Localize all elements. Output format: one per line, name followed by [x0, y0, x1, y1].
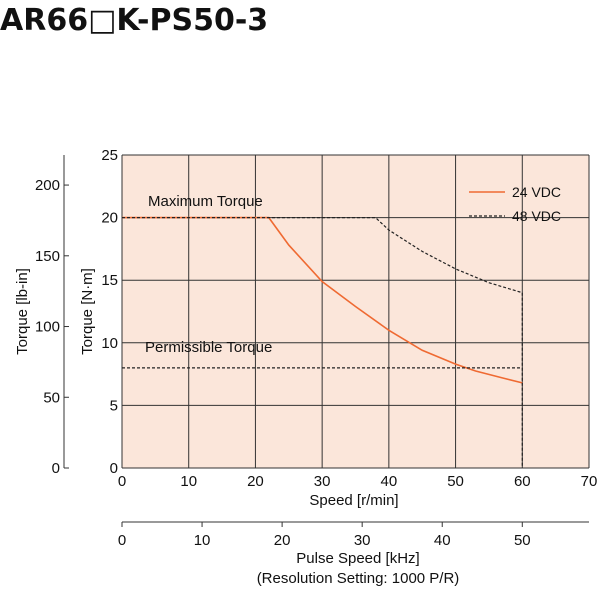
- series-layer: [122, 216, 523, 468]
- legend-label-24vdc: 24 VDC: [512, 184, 561, 200]
- series-line-24-vdc: [122, 216, 523, 384]
- series-line-48-vdc: [122, 217, 523, 294]
- secondary-x-tick-label: 10: [194, 532, 211, 549]
- y-tick-labels: 0 5 10 15 20 25: [101, 147, 118, 477]
- x-tick-label: 40: [381, 473, 398, 490]
- y-tick-label: 5: [110, 397, 118, 414]
- legend-label-48vdc: 48 VDC: [512, 208, 561, 224]
- secondary-y-axis: 0 50 100 150 200: [35, 155, 69, 477]
- y-tick-label: 20: [101, 210, 118, 227]
- y-tick-label: 10: [101, 335, 118, 352]
- secondary-x-tick-label: 40: [434, 532, 451, 549]
- x-tick-label: 70: [581, 473, 598, 490]
- annotations: Maximum Torque Permissible Torque: [145, 193, 272, 356]
- secondary-x-tick-label: 0: [118, 532, 126, 549]
- plot-background: [122, 155, 589, 468]
- secondary-x-axis-note: (Resolution Setting: 1000 P/R): [257, 570, 460, 587]
- chart-title: AR66□K-PS50-3: [0, 3, 268, 38]
- x-tick-label: 20: [247, 473, 264, 490]
- x-axis-label: Speed [r/min]: [309, 492, 398, 509]
- permissible-torque-label: Permissible Torque: [145, 339, 272, 356]
- legend: 24 VDC 48 VDC: [469, 184, 561, 224]
- secondary-y-axis-label: Torque [lb-in]: [14, 268, 31, 355]
- y-tick-label: 15: [101, 272, 118, 289]
- secondary-y-tick-label: 150: [35, 248, 60, 265]
- secondary-y-tick-label: 0: [52, 460, 60, 477]
- maximum-torque-label: Maximum Torque: [148, 193, 263, 210]
- y-tick-label: 0: [110, 460, 118, 477]
- x-tick-label: 0: [118, 473, 126, 490]
- x-tick-labels: 0 10 20 30 40 50 60 70: [118, 473, 598, 490]
- secondary-x-tick-label: 20: [274, 532, 291, 549]
- secondary-x-tick-label: 50: [514, 532, 531, 549]
- secondary-y-tick-label: 50: [43, 389, 60, 406]
- x-tick-label: 10: [180, 473, 197, 490]
- y-axis-label: Torque [N·m]: [79, 268, 96, 355]
- x-tick-label: 50: [447, 473, 464, 490]
- x-tick-label: 30: [314, 473, 331, 490]
- secondary-x-axis-label: Pulse Speed [kHz]: [296, 550, 419, 567]
- grid: [121, 154, 590, 469]
- y-tick-label: 25: [101, 147, 118, 164]
- x-tick-label: 60: [514, 473, 531, 490]
- secondary-x-axis: 0 10 20 30 40 50: [118, 521, 589, 549]
- secondary-y-tick-label: 200: [35, 177, 60, 194]
- secondary-y-tick-label: 100: [35, 319, 60, 336]
- secondary-x-tick-label: 30: [354, 532, 371, 549]
